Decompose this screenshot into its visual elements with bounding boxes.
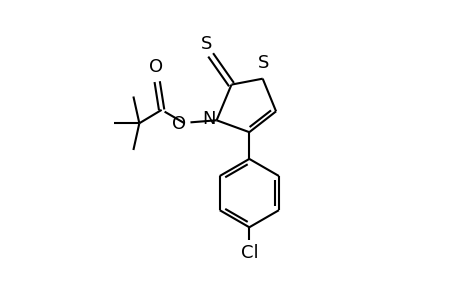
Text: S: S xyxy=(257,54,269,72)
Text: Cl: Cl xyxy=(240,244,257,262)
Text: O: O xyxy=(172,115,185,133)
Text: O: O xyxy=(148,58,162,76)
Text: S: S xyxy=(200,35,212,53)
Text: N: N xyxy=(202,110,215,128)
